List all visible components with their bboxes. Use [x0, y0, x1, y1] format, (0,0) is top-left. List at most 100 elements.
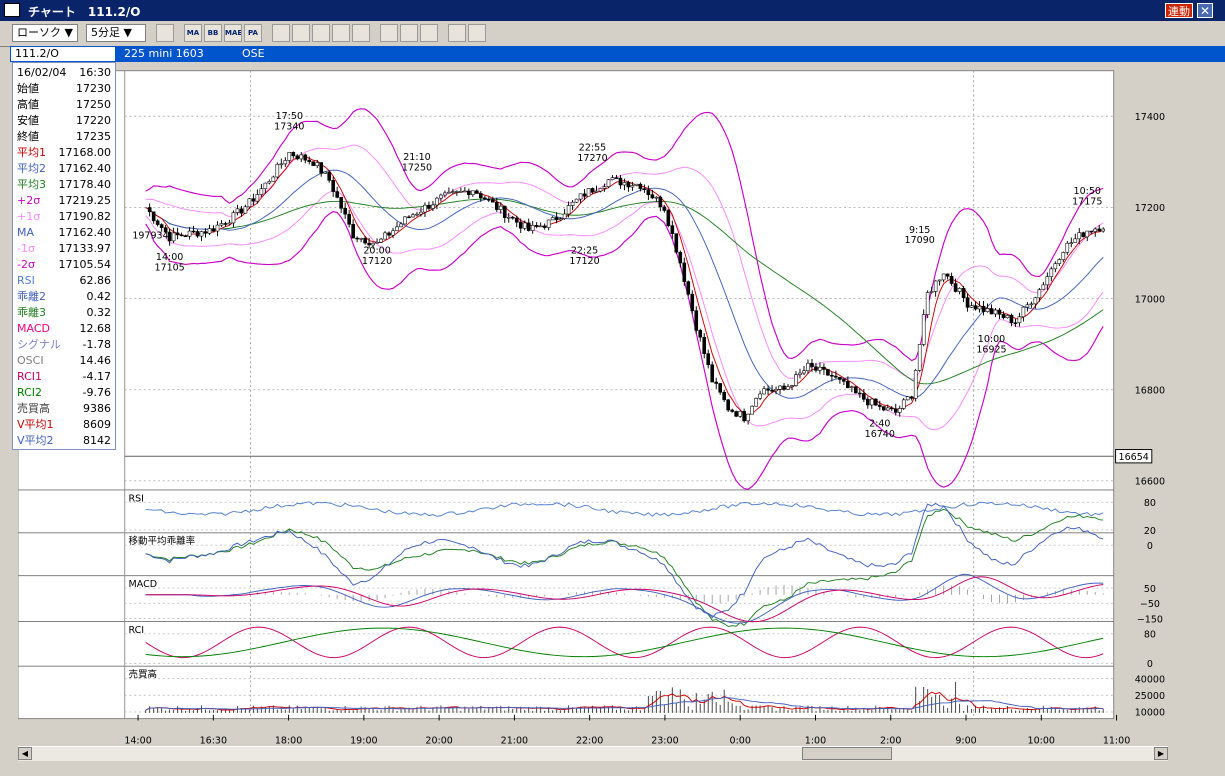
candle-body — [311, 161, 316, 166]
panel-row-value: 0.42 — [86, 290, 112, 303]
candle-body — [734, 411, 738, 417]
annotation-time: 14:00 — [156, 252, 183, 263]
candle-body — [303, 154, 308, 161]
line-tool-icon[interactable] — [272, 24, 290, 42]
candle-body — [814, 366, 818, 371]
annotation-time: 17:50 — [276, 111, 303, 122]
pen-icon[interactable] — [380, 24, 398, 42]
scroll-thumb[interactable] — [802, 747, 892, 760]
eraser-icon[interactable] — [420, 24, 438, 42]
candle-body — [602, 186, 607, 189]
panel-row-label: MA — [17, 226, 35, 239]
candle-body — [490, 199, 495, 203]
ma-icon[interactable]: MA — [184, 24, 202, 42]
candle-body — [750, 405, 754, 415]
candle-body — [1013, 322, 1018, 324]
panel-row-label: 終値 — [17, 130, 39, 143]
candle-body — [985, 308, 990, 312]
candle-body — [1081, 232, 1086, 238]
annotation-value: 16740 — [865, 429, 895, 440]
subpanel-tick-label: 50 — [1144, 584, 1156, 595]
candle-body — [742, 410, 746, 422]
plot-bg — [18, 70, 1115, 720]
annotation-value: 17175 — [1072, 197, 1102, 208]
zoom-icon[interactable] — [312, 24, 330, 42]
candle-body — [989, 308, 994, 315]
candle-body — [949, 275, 954, 284]
candle-body — [858, 392, 862, 395]
candle-body — [1001, 314, 1006, 319]
panel-row: 乖離3 0.32 — [17, 305, 113, 321]
panel-row-value: 8609 — [83, 418, 111, 431]
calc-icon[interactable] — [352, 24, 370, 42]
chart-icon[interactable] — [468, 24, 486, 42]
candle-body — [147, 207, 152, 213]
candle-body — [690, 293, 695, 312]
deviation3-line — [145, 508, 1104, 627]
price-tick-label: 16600 — [1135, 477, 1165, 488]
candle-body — [694, 310, 699, 331]
candle-body — [606, 179, 611, 188]
pa-icon[interactable]: PA — [244, 24, 262, 42]
candle-body — [1089, 230, 1094, 233]
candle-body — [610, 177, 615, 181]
annotation-time: 9:15 — [909, 225, 930, 236]
panel-row: 売買高 9386 — [17, 401, 113, 417]
cursor-icon[interactable] — [400, 24, 418, 42]
horizontal-scrollbar[interactable]: ◀ ▶ — [18, 746, 1168, 761]
tick-icon[interactable] — [156, 24, 174, 42]
search-icon[interactable] — [332, 24, 350, 42]
candle-body — [359, 237, 363, 240]
candle-body — [323, 171, 328, 174]
macd-line — [145, 573, 1104, 624]
candle-body — [1033, 297, 1038, 305]
candle-body — [423, 204, 427, 213]
candle-body — [754, 398, 758, 407]
candle-body — [905, 396, 910, 401]
annotation-value: 17120 — [362, 256, 392, 267]
fib-icon[interactable] — [292, 24, 310, 42]
volume-ma2-line — [145, 696, 1104, 711]
rci2-line — [145, 627, 1104, 658]
panel-row-label: 売買高 — [17, 402, 50, 415]
panel-row-value: 14.46 — [79, 354, 112, 367]
scroll-left-button[interactable]: ◀ — [18, 747, 32, 760]
candle-body — [1029, 303, 1034, 306]
toolbar: ローソク ▼ 5分足 ▼ MA BB MAE PA — [0, 21, 1225, 47]
candle-body — [682, 262, 687, 282]
annotation-value: 17120 — [569, 256, 599, 267]
panel-datetime-row: 16/02/04 16:30 — [17, 65, 113, 81]
subpanel-tick-label: 0 — [1147, 659, 1153, 670]
panel-row-label: 乖離3 — [17, 306, 46, 319]
candle-body — [590, 188, 595, 193]
chart-type-dropdown[interactable]: ローソク ▼ — [12, 24, 78, 42]
time-tick-label: 22:00 — [576, 735, 603, 746]
mae-icon[interactable]: MAE — [224, 24, 242, 42]
candle-body — [219, 223, 224, 226]
candle-body — [798, 372, 802, 375]
candle-body — [917, 344, 922, 371]
panel-row-label: V平均1 — [17, 418, 54, 431]
candle-body — [315, 162, 320, 166]
candle-body — [163, 227, 168, 233]
chart-area[interactable]: 17400 17200 17000 16800 16600 16654 14:00 16:30… — [18, 68, 1168, 748]
link-button[interactable]: 連動 — [1165, 3, 1193, 18]
time-tick-label: 16:30 — [200, 735, 227, 746]
candle-body — [630, 185, 635, 188]
window-title: チャート 111.2/O — [28, 5, 141, 19]
settings-icon[interactable] — [448, 24, 466, 42]
candle-body — [375, 241, 379, 244]
candle-body — [666, 210, 671, 226]
bollinger-lower2 — [145, 211, 1104, 490]
panel-row-label: -2σ — [17, 258, 35, 271]
bb-icon[interactable]: BB — [204, 24, 222, 42]
scroll-right-button[interactable]: ▶ — [1154, 747, 1168, 760]
panel-row-value: 17133.97 — [58, 242, 112, 255]
candle-body — [271, 176, 276, 182]
close-button[interactable]: ✕ — [1197, 3, 1213, 18]
candle-body — [790, 385, 794, 387]
interval-dropdown[interactable]: 5分足 ▼ — [86, 24, 146, 42]
panel-row-label: RCI2 — [17, 386, 43, 399]
candle-body — [1097, 228, 1102, 232]
chart-id-field[interactable]: 111.2/O — [10, 46, 116, 62]
